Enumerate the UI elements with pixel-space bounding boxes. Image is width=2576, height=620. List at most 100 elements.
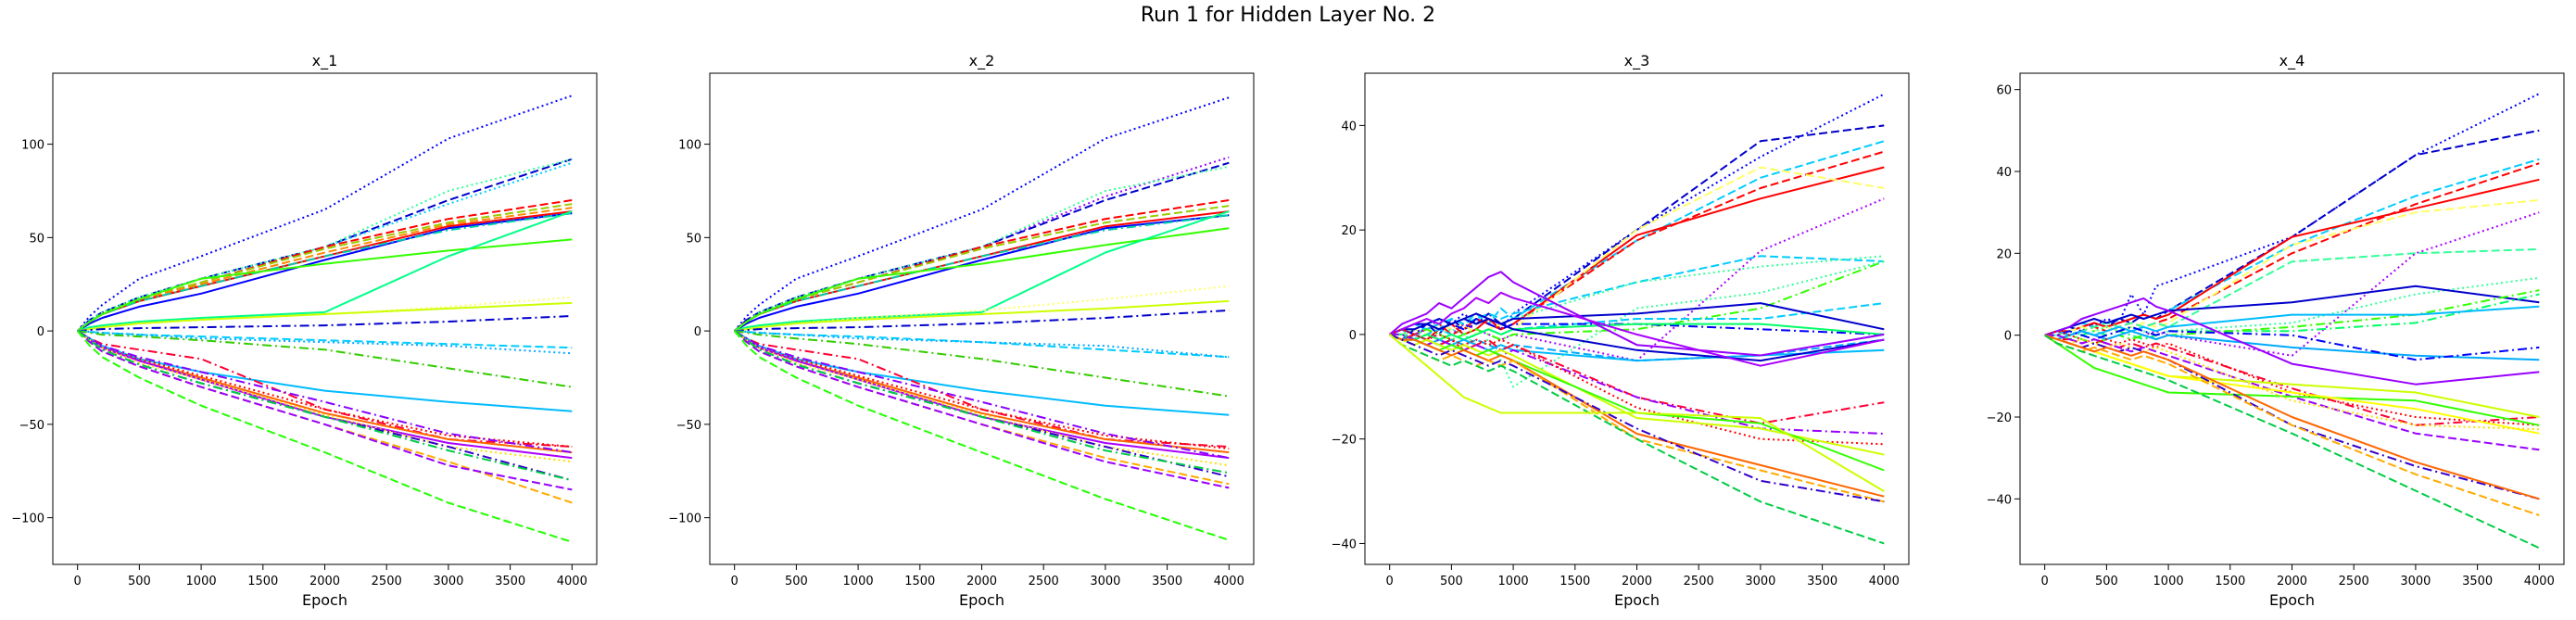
series-line-23 (77, 330, 573, 460)
y-tick-label: −50 (676, 419, 701, 433)
series-line-12 (77, 210, 573, 333)
series-line-26 (734, 330, 1230, 486)
axes-frame (52, 72, 598, 565)
series-line-23 (734, 330, 1230, 460)
x-tick-label: 500 (2095, 575, 2118, 588)
series-line-18 (734, 330, 1230, 416)
series-line-1 (2044, 93, 2540, 336)
series-line-18 (1389, 318, 1885, 362)
subplot-2: 0 500 1000 1500 2000 2500 3000 3500 4000 −100 −50 0… (668, 52, 1255, 609)
x-tick-label: 1000 (1498, 575, 1529, 588)
series-line-3 (2044, 158, 2540, 336)
series-line-29 (733, 330, 1230, 541)
x-tick-label: 1500 (1559, 575, 1590, 588)
x-axis-label: Epoch (2269, 591, 2315, 609)
series-line-22 (734, 330, 1230, 460)
y-tick-label: −40 (1987, 493, 2012, 507)
series-line-20 (1389, 291, 1885, 367)
series-line-15 (734, 330, 1230, 359)
series-line-11 (2044, 293, 2540, 341)
series-group (2044, 93, 2540, 550)
series-line-17 (1389, 333, 1885, 362)
subplot-title: x_4 (2279, 52, 2305, 70)
x-axis-label: Epoch (302, 591, 347, 609)
series-line-4 (77, 158, 573, 332)
subplot-1: 0 500 1000 1500 2000 2500 3000 3500 4000 −100 −50 0… (11, 52, 598, 609)
series-line-28 (1389, 333, 1885, 503)
x-tick-label: 1500 (904, 575, 935, 588)
x-tick-label: 2000 (2277, 575, 2307, 588)
series-line-14 (77, 301, 573, 333)
series-line-27 (734, 330, 1230, 489)
x-tick-label: 0 (2041, 575, 2049, 588)
series-line-15 (1389, 323, 1885, 341)
x-tick-label: 2000 (966, 575, 997, 588)
series-line-22 (1389, 333, 1885, 435)
series-line-7 (1389, 197, 1885, 362)
series-line-16 (2044, 297, 2540, 386)
figure-suptitle: Run 1 for Hidden Layer No. 2 (1140, 4, 1436, 27)
series-line-6 (1389, 166, 1885, 335)
series-line-29 (1389, 334, 1885, 545)
x-tick-label: 2000 (309, 575, 340, 588)
series-line-24 (1389, 333, 1885, 456)
y-tick-label: −100 (668, 512, 701, 526)
series-line-5 (2044, 162, 2540, 336)
series-line-10 (734, 227, 1230, 332)
x-tick-label: 500 (1440, 575, 1463, 588)
x-tick-label: 4000 (1214, 575, 1244, 588)
series-line-20 (77, 330, 573, 448)
x-tick-label: 2500 (1684, 575, 1714, 588)
y-tick-label: 0 (1349, 329, 1357, 343)
y-tick-label: 50 (686, 232, 701, 246)
series-line-6 (2044, 198, 2540, 336)
series-line-25 (2044, 334, 2540, 500)
series-line-30 (1389, 334, 1885, 492)
y-tick-label: −20 (1987, 411, 2012, 425)
series-line-9 (734, 214, 1230, 332)
subplot-title: x_2 (969, 52, 995, 70)
series-line-9 (1389, 255, 1885, 335)
series-line-1 (76, 95, 573, 332)
axes-frame (2019, 72, 2565, 565)
series-line-8 (1389, 255, 1885, 335)
series-line-25 (734, 330, 1230, 478)
series-line-21 (2044, 334, 2540, 426)
subplot-3: 0 500 1000 1500 2000 2500 3000 3500 4000 −40 −20 0 2… (1332, 52, 1910, 609)
series-line-19 (734, 330, 1230, 448)
x-tick-label: 500 (128, 575, 151, 588)
series-line-26 (2044, 334, 2540, 516)
x-tick-label: 2500 (372, 575, 402, 588)
x-tick-label: 4000 (2524, 575, 2555, 588)
x-tick-label: 2000 (1622, 575, 1652, 588)
x-tick-label: 1000 (2153, 575, 2184, 588)
x-tick-label: 1000 (843, 575, 874, 588)
series-line-11 (77, 238, 573, 332)
series-group (733, 96, 1230, 541)
series-line-19 (2044, 330, 2540, 426)
x-tick-label: 0 (74, 575, 82, 588)
x-tick-label: 3000 (1090, 575, 1120, 588)
y-tick-label: 50 (29, 232, 44, 246)
series-line-18 (77, 330, 573, 388)
series-line-4 (1389, 150, 1885, 341)
series-line-19 (1389, 271, 1885, 357)
series-line-30 (76, 330, 573, 543)
series-line-14 (2044, 330, 2540, 361)
x-axis-label: Epoch (959, 591, 1004, 609)
y-tick-label: −50 (19, 419, 44, 433)
series-line-24 (77, 330, 573, 454)
series-line-26 (1389, 333, 1885, 498)
x-axis-label: Epoch (1614, 591, 1660, 609)
x-tick-label: 2500 (2339, 575, 2369, 588)
series-line-14 (1389, 318, 1885, 335)
series-line-28 (77, 330, 573, 491)
y-tick-label: −100 (11, 512, 44, 526)
series-group (76, 95, 573, 543)
y-tick-label: 0 (2004, 330, 2012, 344)
series-line-11 (734, 210, 1230, 333)
series-line-1 (733, 96, 1230, 332)
x-tick-label: 1500 (2215, 575, 2245, 588)
